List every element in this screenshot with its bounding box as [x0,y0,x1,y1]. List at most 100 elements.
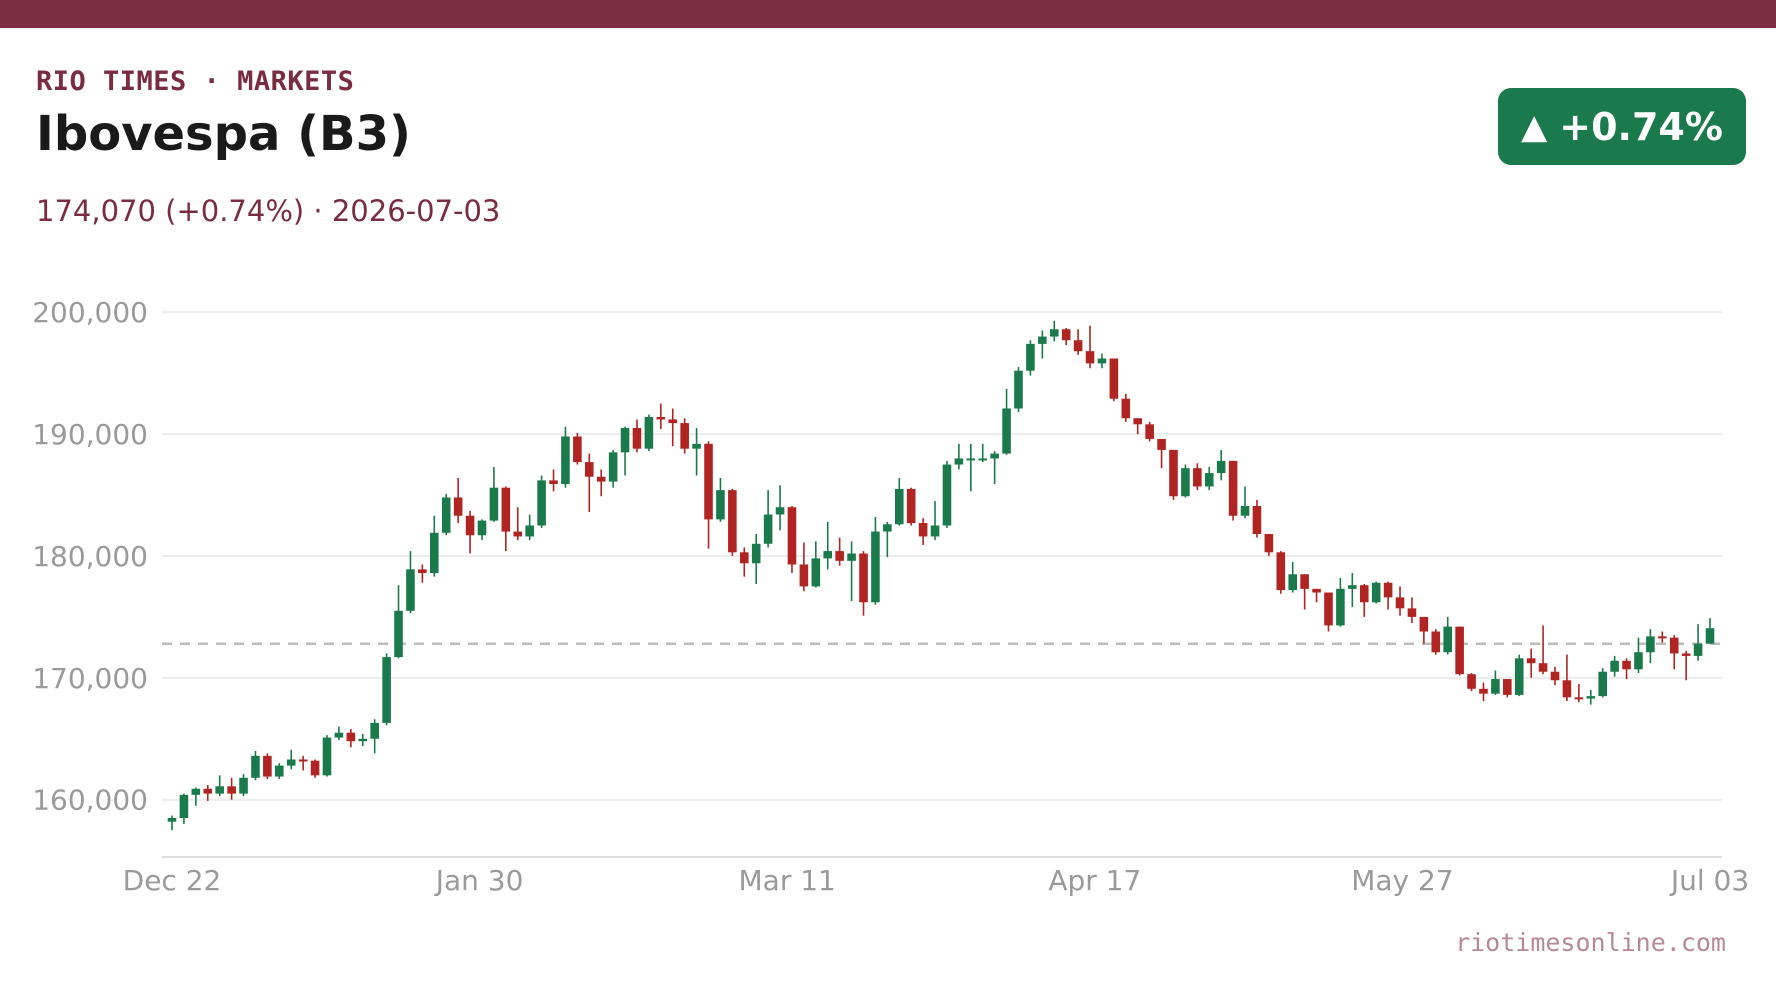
candle [1407,597,1417,623]
candle [1169,449,1178,500]
candle [441,493,451,536]
candle [728,488,737,556]
candle-body [966,458,976,461]
candle-body [346,732,356,742]
candle [978,443,988,463]
candle-body [1681,653,1691,656]
candle [954,443,964,470]
candle-body [1312,588,1321,593]
candle-body [1610,660,1619,672]
candle-body [1419,616,1429,632]
candle [394,585,403,659]
candle [1288,562,1298,593]
x-tick-label: May 27 [1351,864,1453,897]
candle-body [1348,585,1357,589]
candle-body [549,480,558,485]
candle-body [370,722,379,739]
page-title: Ibovespa (B3) [36,106,411,162]
candle [787,505,797,574]
candle [668,408,678,447]
candle-body [692,443,701,449]
candle [1455,626,1464,676]
candle [1049,320,1059,342]
x-tick-label: Apr 17 [1048,864,1141,897]
candle [859,551,868,616]
candle [537,475,546,528]
candle-body [716,490,725,520]
candle-body [298,759,308,762]
candle [680,418,689,454]
candle [1109,358,1119,402]
candle [501,486,511,552]
candle [906,487,916,526]
candle-body [1359,585,1369,603]
candle [1097,353,1107,369]
candle [561,426,570,488]
candle [1622,658,1631,680]
candle [167,815,177,831]
candle-body [489,487,499,521]
candle-body [1550,671,1560,681]
candle [298,755,308,771]
candle-body [1395,597,1405,609]
candle-body [275,765,284,777]
candle [275,763,284,779]
candle-body [1061,329,1071,341]
candle [525,514,534,541]
candle [1085,325,1095,369]
top-accent-bar [0,0,1776,28]
candle-body [1026,343,1035,371]
candle-body [1538,663,1548,672]
candle [1693,624,1703,661]
candle [1598,668,1607,698]
candle [1157,438,1166,469]
candle-body [1443,626,1452,653]
candle-body [1097,358,1107,364]
candle [823,521,833,570]
candle [656,403,666,430]
candle-body [1562,680,1572,698]
candle-body [430,532,439,574]
candle-body [167,817,177,822]
change-badge: ▲ +0.74% [1498,88,1746,165]
candle-body [739,552,749,564]
candle [489,466,499,522]
candle [942,460,952,528]
candle-body [1336,588,1345,626]
candle [966,443,976,492]
candle-body [1634,652,1643,670]
candle-body [751,543,761,564]
candle-body [334,732,344,738]
candle-body [942,464,952,526]
candle-body [525,525,534,537]
candle [620,426,630,476]
candle [1252,499,1262,538]
candle [1121,393,1131,422]
candle-body [322,737,332,776]
candle-body [513,531,523,537]
candle [990,451,999,485]
candle [1431,629,1441,655]
candle-body [775,507,785,515]
candle [346,729,356,748]
candle-body [418,569,427,574]
candle [739,547,749,577]
candle-body [1658,636,1667,639]
candle [1491,670,1500,695]
candle-body [596,476,606,482]
x-tick-label: Dec 22 [123,864,222,897]
candle-body [894,488,904,525]
candle [1467,672,1476,692]
candle-body [1526,658,1536,664]
candle [406,551,415,614]
candle-body [286,759,296,766]
candle-body [620,427,630,453]
candle [1348,573,1357,608]
candle-body [1407,608,1417,617]
candle-body [847,553,856,561]
candle [322,735,332,777]
candle-body [1157,438,1166,450]
y-tick-label: 170,000 [32,662,148,695]
candle [453,477,463,524]
